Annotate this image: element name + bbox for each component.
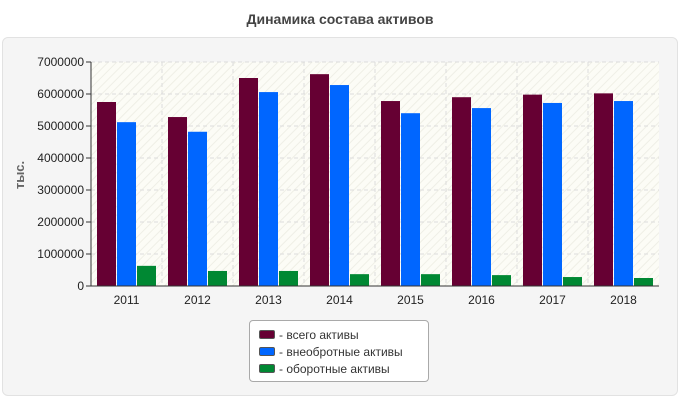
bar bbox=[452, 97, 471, 286]
bar bbox=[401, 113, 420, 286]
bar bbox=[310, 74, 329, 286]
legend-swatch bbox=[259, 364, 275, 373]
y-tick-label: 5000000 bbox=[37, 119, 84, 133]
x-tick-label: 2017 bbox=[539, 293, 566, 307]
bar bbox=[421, 274, 440, 286]
bar bbox=[168, 117, 187, 286]
bar bbox=[381, 101, 400, 286]
bar bbox=[634, 278, 653, 286]
x-tick-label: 2013 bbox=[255, 293, 282, 307]
bar bbox=[188, 131, 207, 286]
bar bbox=[208, 270, 227, 286]
legend-label: - всего активы bbox=[279, 327, 359, 342]
legend-item-total-assets: - всего активы bbox=[259, 326, 428, 343]
y-tick-label: 7000000 bbox=[37, 55, 84, 69]
bar bbox=[614, 101, 633, 286]
bar bbox=[563, 277, 582, 286]
y-tick-label: 0 bbox=[77, 279, 84, 293]
bar bbox=[523, 94, 542, 286]
y-tick-label: 6000000 bbox=[37, 87, 84, 101]
bar bbox=[117, 122, 136, 286]
x-tick-label: 2016 bbox=[468, 293, 495, 307]
legend-item-current-assets: - оборотные активы bbox=[259, 360, 428, 377]
x-tick-label: 2012 bbox=[184, 293, 211, 307]
legend-label: - оборотные активы bbox=[279, 361, 390, 376]
x-tick-label: 2014 bbox=[326, 293, 353, 307]
bar bbox=[472, 108, 491, 286]
chart-legend: - всего активы - внеобротные активы - об… bbox=[249, 320, 429, 382]
y-tick-label: 3000000 bbox=[37, 183, 84, 197]
bar bbox=[350, 274, 369, 286]
bar bbox=[239, 78, 258, 286]
legend-swatch bbox=[259, 330, 275, 339]
y-tick-label: 1000000 bbox=[37, 247, 84, 261]
bar bbox=[330, 85, 349, 286]
bar bbox=[279, 270, 298, 286]
y-axis-title: тыс. bbox=[12, 161, 27, 189]
y-tick-label: 4000000 bbox=[37, 151, 84, 165]
bar bbox=[492, 275, 511, 286]
chart-title: Динамика состава активов bbox=[246, 11, 434, 27]
x-tick-label: 2015 bbox=[397, 293, 424, 307]
legend-swatch bbox=[259, 347, 275, 356]
bar bbox=[594, 93, 613, 286]
x-tick-label: 2011 bbox=[114, 293, 140, 307]
bar bbox=[259, 92, 278, 286]
y-tick-label: 2000000 bbox=[37, 215, 84, 229]
x-tick-label: 2018 bbox=[610, 293, 637, 307]
bar bbox=[543, 102, 562, 287]
bar bbox=[97, 102, 116, 286]
legend-label: - внеобротные активы bbox=[279, 344, 403, 359]
bar bbox=[137, 265, 156, 286]
legend-item-noncurrent-assets: - внеобротные активы bbox=[259, 343, 428, 360]
